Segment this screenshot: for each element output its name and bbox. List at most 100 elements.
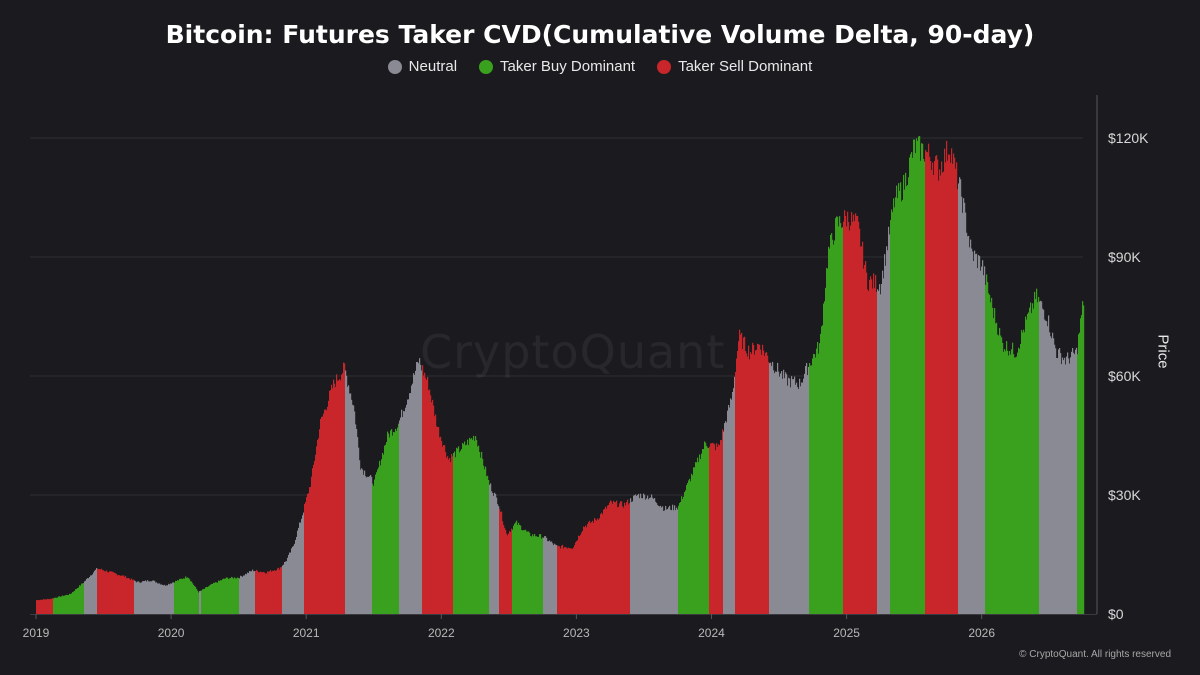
cvd-bar	[193, 584, 195, 614]
cvd-bar	[975, 254, 977, 614]
cvd-bar	[500, 511, 502, 614]
cvd-bar	[899, 190, 901, 614]
cvd-bar	[307, 493, 309, 614]
cvd-bar	[177, 580, 179, 614]
cvd-bar	[581, 532, 583, 614]
cvd-bar	[121, 575, 123, 614]
cvd-bar	[298, 527, 300, 614]
cvd-bar	[980, 270, 982, 614]
cvd-bar	[161, 584, 163, 614]
cvd-bar	[178, 580, 180, 614]
cvd-bar	[998, 335, 1000, 614]
cvd-bar	[972, 251, 974, 615]
cvd-bar	[1078, 334, 1080, 614]
cvd-bar	[501, 511, 503, 614]
cvd-bar	[587, 523, 589, 614]
x-tick-label: 2022	[428, 626, 455, 640]
cvd-bar	[70, 594, 72, 614]
cvd-bar	[639, 498, 641, 614]
cvd-bar	[56, 597, 58, 614]
cvd-bar	[879, 284, 881, 614]
cvd-bar	[259, 572, 261, 614]
cvd-bar	[113, 572, 115, 614]
cvd-bar	[683, 496, 685, 614]
cvd-bar	[1002, 342, 1004, 614]
cvd-bar	[667, 509, 669, 614]
cvd-bar	[706, 445, 708, 614]
cvd-bar	[898, 183, 900, 614]
cvd-bar	[734, 376, 736, 614]
cvd-bar	[61, 596, 63, 614]
cvd-bar	[251, 571, 253, 614]
cvd-bar	[973, 261, 975, 614]
cvd-bar	[765, 352, 767, 614]
cvd-bar	[288, 554, 290, 614]
legend-item-neutral[interactable]: Neutral	[387, 58, 457, 75]
cvd-bar	[914, 139, 916, 615]
cvd-bar	[461, 449, 463, 614]
cvd-bar	[912, 157, 914, 614]
cvd-bar	[309, 487, 311, 614]
cvd-bar	[449, 457, 451, 614]
cvd-bar	[923, 158, 925, 614]
y-axis-label: Price	[1154, 334, 1172, 369]
cvd-bar	[854, 221, 856, 614]
cvd-bar	[853, 214, 855, 615]
cvd-bar	[1006, 341, 1008, 614]
cvd-bar	[144, 580, 146, 614]
cvd-bar	[875, 275, 877, 614]
cvd-bar	[216, 582, 218, 614]
cvd-bar	[223, 578, 225, 614]
cvd-bar	[1067, 352, 1069, 614]
cvd-bar	[611, 501, 613, 614]
cvd-bar	[100, 569, 102, 614]
legend-item-taker-sell[interactable]: Taker Sell Dominant	[657, 58, 812, 75]
cvd-bar	[642, 498, 644, 614]
cvd-bar	[1024, 332, 1026, 614]
cvd-bar	[186, 577, 188, 614]
cvd-bar	[848, 221, 850, 614]
cvd-bar	[181, 578, 183, 614]
cvd-bar	[286, 561, 288, 614]
cvd-bar	[838, 226, 840, 614]
cvd-bar	[807, 375, 809, 614]
cvd-bar	[703, 449, 705, 614]
cvd-bar	[1074, 354, 1076, 614]
cvd-bar	[717, 446, 719, 614]
cvd-bar	[994, 308, 996, 614]
cvd-bar	[873, 273, 875, 614]
cvd-bar	[207, 587, 209, 614]
cvd-bar	[235, 578, 237, 614]
x-tick-label: 2021	[293, 626, 320, 640]
cvd-bar	[860, 246, 862, 614]
cvd-bar	[526, 531, 528, 614]
cvd-bar	[529, 532, 531, 614]
cvd-bar	[907, 184, 909, 614]
cvd-bar	[425, 377, 427, 614]
cvd-bar	[841, 227, 843, 614]
cvd-bar	[205, 587, 207, 614]
cvd-bar	[487, 475, 489, 614]
cvd-bar	[837, 216, 839, 614]
cvd-bar	[547, 541, 549, 614]
cvd-bar	[98, 568, 100, 614]
cvd-bar	[805, 366, 807, 614]
x-tick-label: 2019	[23, 626, 50, 640]
cvd-bar	[1050, 336, 1052, 614]
x-tick-label: 2025	[833, 626, 860, 640]
cvd-bar	[933, 174, 935, 614]
cvd-bar	[876, 291, 878, 614]
cvd-bar	[934, 160, 936, 614]
cvd-bar	[833, 244, 835, 614]
cvd-bar	[450, 462, 452, 614]
cvd-bar	[451, 453, 453, 614]
cvd-bar	[1036, 288, 1038, 614]
cvd-bar	[568, 547, 570, 614]
cvd-bar	[722, 429, 724, 614]
cvd-bar	[531, 536, 533, 614]
cvd-bar	[948, 154, 950, 614]
cvd-bar	[955, 168, 957, 614]
cvd-bar	[1057, 358, 1059, 614]
legend-item-taker-buy[interactable]: Taker Buy Dominant	[479, 58, 635, 75]
cvd-bar	[721, 440, 723, 614]
